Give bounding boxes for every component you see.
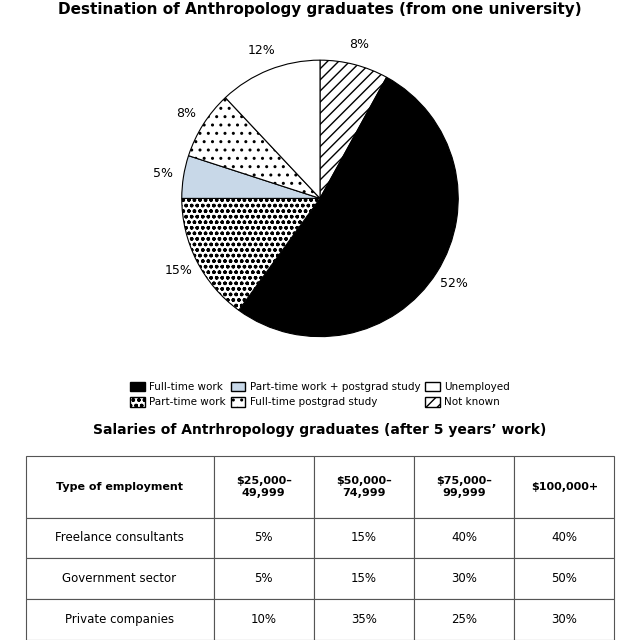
Wedge shape	[182, 156, 320, 198]
Legend: Full-time work, Part-time work, Part-time work + postgrad study, Full-time postg: Full-time work, Part-time work, Part-tim…	[130, 382, 510, 408]
Text: 15%: 15%	[164, 264, 192, 277]
Wedge shape	[239, 77, 458, 337]
Wedge shape	[189, 98, 320, 198]
Text: Salaries of Antrhropology graduates (after 5 years’ work): Salaries of Antrhropology graduates (aft…	[93, 422, 547, 436]
Text: 5%: 5%	[153, 167, 173, 180]
Text: 8%: 8%	[176, 107, 196, 120]
Text: 52%: 52%	[440, 277, 468, 290]
Title: Destination of Anthropology graduates (from one university): Destination of Anthropology graduates (f…	[58, 3, 582, 17]
Wedge shape	[182, 198, 320, 310]
Text: 8%: 8%	[349, 38, 369, 51]
Wedge shape	[320, 60, 387, 198]
Wedge shape	[225, 60, 320, 198]
Text: 12%: 12%	[248, 44, 275, 57]
